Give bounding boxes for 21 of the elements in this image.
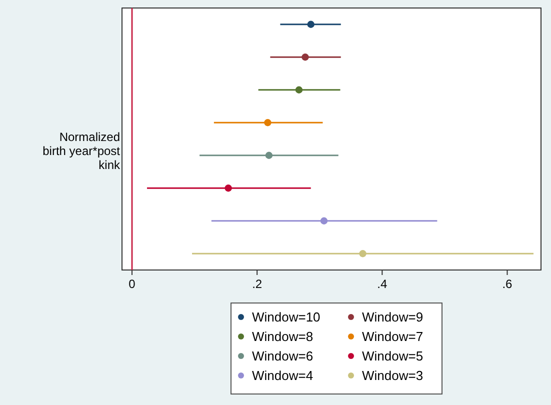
point — [264, 119, 272, 126]
legend-label: Window=3 — [362, 368, 424, 383]
legend-label: Window=4 — [252, 368, 314, 383]
point — [295, 86, 303, 94]
legend-label: Window=10 — [252, 310, 320, 324]
legend-label: Window=6 — [252, 348, 314, 364]
x-tick-label: .2 — [252, 277, 262, 291]
point — [307, 20, 314, 28]
legend-label: Window=9 — [362, 310, 424, 324]
point — [224, 184, 232, 192]
point — [265, 152, 273, 159]
x-tick-label: 0 — [128, 277, 136, 291]
legend-label: Window=5 — [362, 348, 424, 364]
point — [302, 54, 309, 61]
x-tick-label: .4 — [377, 277, 388, 291]
y-axis-title: Normalized birth year*post kink — [42, 130, 121, 172]
point — [320, 217, 328, 224]
legend-label: Window=8 — [252, 329, 314, 344]
legend-label: Window=7 — [362, 329, 424, 344]
x-tick-label: .6 — [502, 277, 513, 291]
point — [359, 250, 366, 258]
